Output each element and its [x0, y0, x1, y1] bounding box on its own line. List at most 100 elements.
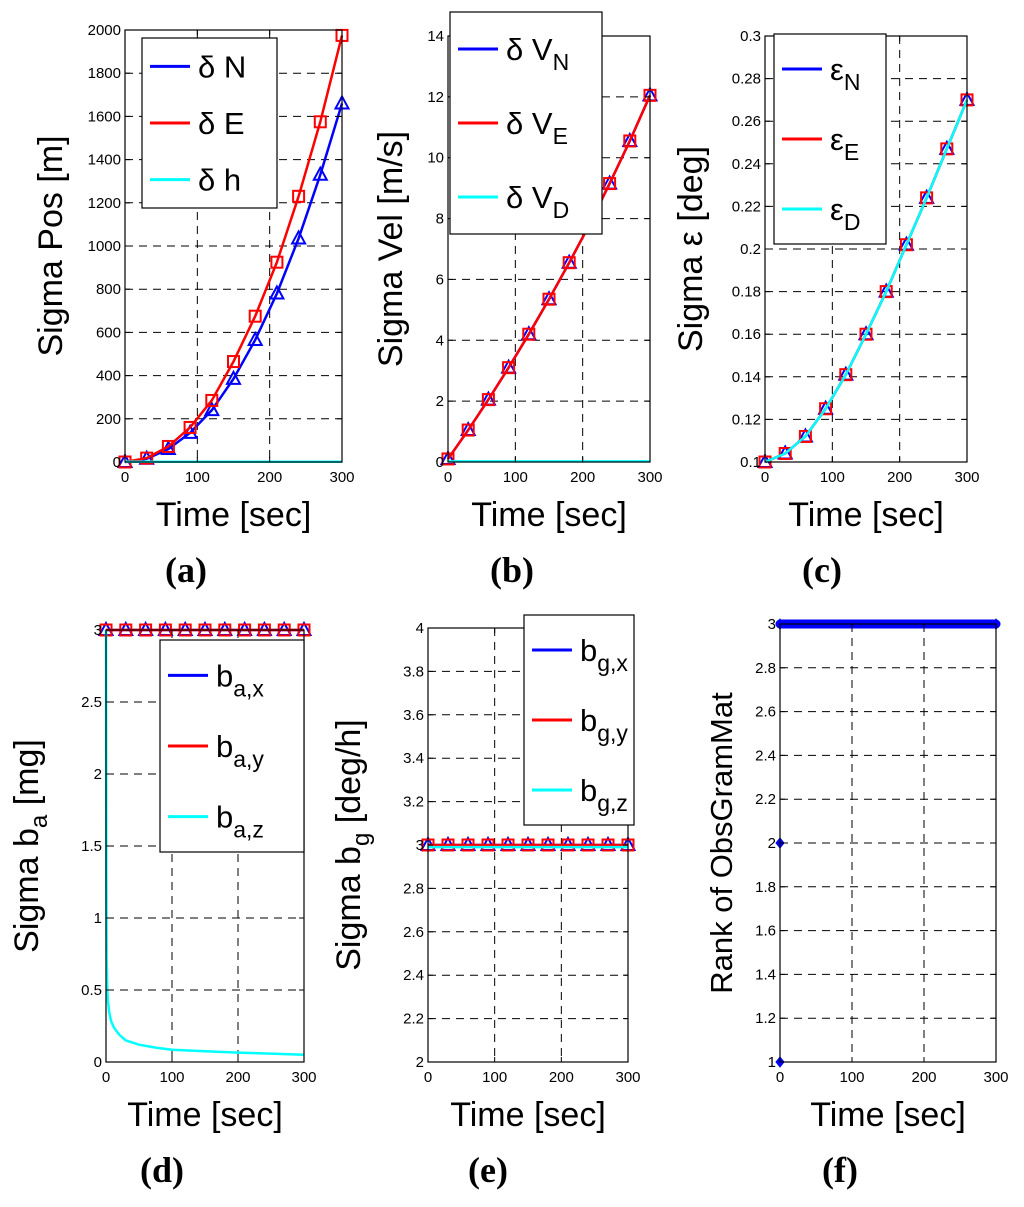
legend-subscript: D	[844, 209, 861, 235]
square-marker	[313, 115, 327, 129]
x-tick-label: 0	[444, 469, 452, 486]
x-tick-label: 100	[503, 469, 528, 486]
x-axis-label: Time [sec]	[156, 496, 312, 534]
x-tick-label: 0	[102, 1069, 110, 1086]
x-tick-label: 100	[482, 1069, 507, 1086]
legend-label: bg,z	[580, 773, 628, 816]
legend: δ Nδ Eδ h	[141, 37, 278, 209]
square-marker	[481, 838, 495, 852]
square-marker	[292, 189, 306, 203]
y-tick-label: 0.1	[740, 454, 761, 471]
legend-subscript: N	[553, 49, 570, 75]
x-tick-label: 100	[820, 469, 845, 486]
legend-text: b	[216, 729, 233, 764]
y-tick-label: 2	[436, 393, 444, 410]
y-tick-label: 0.12	[732, 411, 761, 428]
square-marker	[859, 327, 873, 341]
y-axis-label-main: Rank of ObsGramMat	[704, 692, 739, 994]
square-marker	[140, 451, 154, 465]
square-marker	[879, 285, 893, 299]
y-tick-label: 3.8	[403, 663, 424, 680]
y-axis-label: Sigma bg [deg/h]	[330, 719, 375, 971]
legend-greek: δ	[198, 106, 215, 141]
panel-caption: (b)	[490, 550, 534, 590]
square-marker	[205, 393, 219, 407]
legend-text: h	[215, 163, 241, 198]
legend-label: εE	[830, 122, 859, 165]
y-tick-label: 3.6	[403, 707, 424, 724]
chart-panel-e: 0 100 200 300 2 2.2 2.4 2.6 2.8 3 3.2 3.4 3.6 3.8 4 Tim…	[330, 614, 641, 1190]
square-marker	[623, 134, 637, 148]
y-axis-label: Sigma Vel [m/s]	[372, 131, 410, 367]
y-tick-label: 800	[96, 281, 121, 298]
y-axis-label-subscript: a	[26, 814, 53, 828]
square-marker	[183, 420, 197, 434]
x-tick-label: 300	[291, 1069, 316, 1086]
y-axis-label-main: Sigma b	[8, 828, 46, 953]
legend-label: bg,x	[580, 633, 628, 676]
legend-subscript: D	[553, 197, 570, 223]
y-axis-label: Sigma ε [deg]	[672, 146, 710, 352]
y-tick-label: 400	[96, 368, 121, 385]
panel-caption: (d)	[140, 1150, 184, 1190]
y-tick-label: 1.8	[755, 879, 776, 896]
y-tick-label: 8	[436, 211, 444, 228]
legend-label: ba,z	[216, 800, 264, 843]
square-marker	[441, 838, 455, 852]
legend-label: δ E	[198, 106, 245, 141]
y-tick-label: 1	[768, 1054, 776, 1071]
y-tick-label: 600	[96, 324, 121, 341]
y-tick-label: 2.2	[755, 791, 776, 808]
y-tick-label: 3	[416, 837, 424, 854]
y-axis-label-suffix: [mg]	[8, 739, 46, 815]
y-tick-label: 2	[768, 835, 776, 852]
y-tick-label: 3.2	[403, 794, 424, 811]
y-tick-label: 2.6	[403, 924, 424, 941]
legend-subscript: g,z	[597, 790, 628, 816]
triangle-marker	[247, 330, 264, 346]
y-tick-label: 0.22	[732, 198, 761, 215]
legend-subscript: E	[553, 123, 568, 149]
square-marker	[161, 439, 175, 453]
square-marker	[920, 191, 934, 205]
legend-text: E	[215, 106, 244, 141]
x-axis-label: Time [sec]	[471, 496, 627, 534]
x-tick-label: 200	[911, 1069, 936, 1086]
y-tick-label: 0.16	[732, 326, 761, 343]
x-tick-label: 100	[839, 1069, 864, 1086]
legend-greek: ε	[830, 122, 844, 157]
legend-greek: δ	[506, 106, 523, 141]
legend-text: b	[580, 703, 597, 738]
square-marker	[603, 177, 617, 191]
legend-greek: ε	[830, 192, 844, 227]
y-tick-label: 2.4	[403, 967, 424, 984]
legend-label: δ h	[198, 163, 241, 198]
x-axis-label: Time [sec]	[127, 1096, 283, 1134]
x-tick-label: 300	[637, 469, 662, 486]
x-tick-label: 300	[983, 1069, 1008, 1086]
x-tick-label: 300	[615, 1069, 640, 1086]
y-tick-label: 12	[427, 89, 444, 106]
y-tick-label: 0.2	[740, 241, 761, 258]
square-marker	[778, 446, 792, 460]
x-tick-label: 200	[225, 1069, 250, 1086]
legend-label: bg,y	[580, 703, 628, 746]
series-line-b_a,z	[104, 629, 305, 1057]
legend-subscript: N	[844, 69, 861, 95]
y-tick-label: 4	[436, 332, 444, 349]
y-axis-label: Sigma ba [mg]	[8, 739, 53, 953]
y-tick-label: 0.18	[732, 284, 761, 301]
legend: δ VNδ VEδ VD	[449, 11, 603, 235]
panel-caption: (a)	[165, 550, 207, 590]
y-tick-label: 2.2	[403, 1011, 424, 1028]
legend-text: b	[580, 773, 597, 808]
panel-caption: (e)	[468, 1150, 508, 1190]
x-axis-label: Time [sec]	[788, 496, 944, 534]
legend-subscript: g,x	[597, 650, 628, 676]
y-tick-label: 3	[768, 616, 776, 633]
x-tick-label: 200	[887, 469, 912, 486]
x-tick-label: 200	[257, 469, 282, 486]
y-tick-label: 2	[416, 1054, 424, 1071]
y-tick-label: 0.28	[732, 71, 761, 88]
y-tick-label: 2.6	[755, 704, 776, 721]
